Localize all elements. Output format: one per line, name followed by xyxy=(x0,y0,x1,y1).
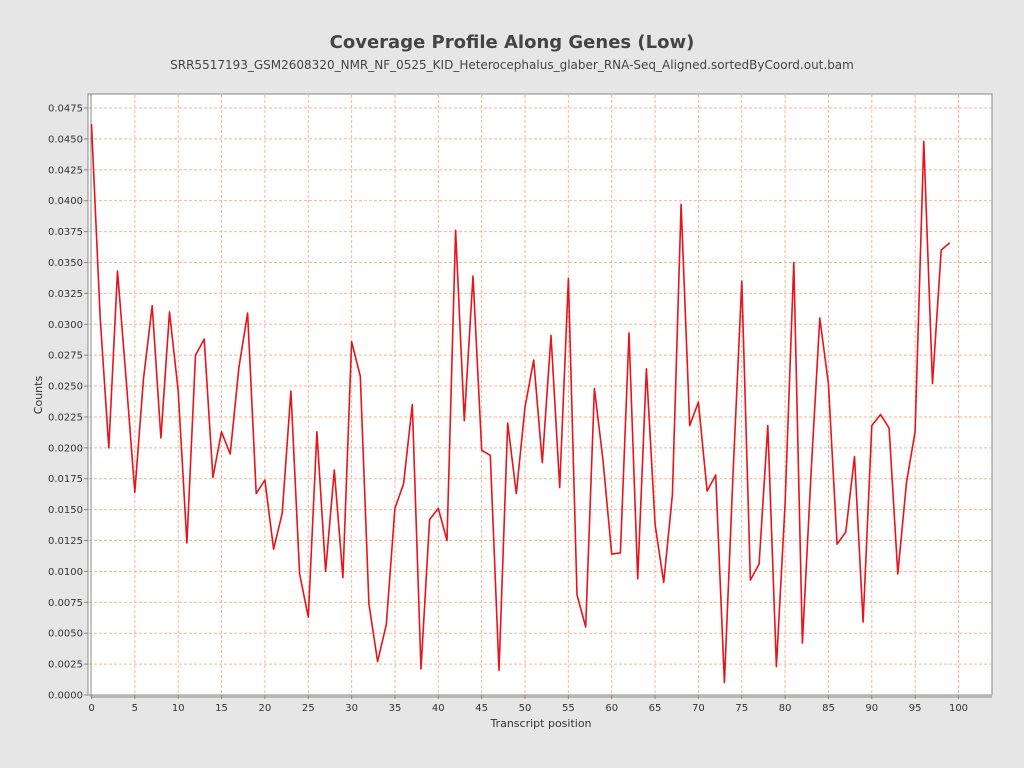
x-axis-label: Transcript position xyxy=(489,717,591,730)
x-tick-label: 0 xyxy=(88,703,94,714)
y-tick-label: 0.0325 xyxy=(48,289,83,300)
y-tick-label: 0.0150 xyxy=(48,505,83,516)
x-tick-label: 30 xyxy=(345,703,358,714)
y-tick-label: 0.0075 xyxy=(48,598,83,609)
chart-title: Coverage Profile Along Genes (Low) xyxy=(330,32,695,53)
x-tick-label: 70 xyxy=(692,703,705,714)
x-tick-label: 75 xyxy=(735,703,748,714)
y-tick-label: 0.0400 xyxy=(48,196,83,207)
plot-area xyxy=(87,93,993,696)
x-tick-label: 80 xyxy=(779,703,792,714)
y-tick-label: 0.0100 xyxy=(48,567,83,578)
grid-lines xyxy=(89,95,991,694)
y-tick-label: 0.0025 xyxy=(48,660,83,671)
y-tick-label: 0.0000 xyxy=(48,691,83,702)
x-tick-label: 25 xyxy=(302,703,315,714)
x-tick-label: 45 xyxy=(475,703,488,714)
y-tick-label: 0.0050 xyxy=(48,629,83,640)
x-tick-label: 10 xyxy=(172,703,185,714)
x-tick-label: 15 xyxy=(215,703,228,714)
x-tick-label: 50 xyxy=(519,703,532,714)
x-tick-label: 85 xyxy=(822,703,835,714)
x-tick-label: 95 xyxy=(909,703,922,714)
y-axis-label: Counts xyxy=(32,376,45,415)
y-tick-label: 0.0350 xyxy=(48,258,83,269)
x-tick-label: 65 xyxy=(649,703,662,714)
y-tick-label: 0.0425 xyxy=(48,165,83,176)
x-tick-label: 55 xyxy=(562,703,575,714)
y-tick-label: 0.0250 xyxy=(48,382,83,393)
y-tick-label: 0.0475 xyxy=(48,104,83,115)
x-tick-label: 20 xyxy=(259,703,272,714)
y-tick-label: 0.0275 xyxy=(48,351,83,362)
x-tick-label: 40 xyxy=(432,703,445,714)
x-tick-label: 5 xyxy=(132,703,138,714)
series-layer xyxy=(90,124,951,684)
x-tick-label: 60 xyxy=(605,703,618,714)
y-tick-label: 0.0300 xyxy=(48,320,83,331)
y-tick-label: 0.0200 xyxy=(48,443,83,454)
y-tick-label: 0.0450 xyxy=(48,134,83,145)
x-tick-label: 90 xyxy=(865,703,878,714)
x-tick-label: 100 xyxy=(949,703,968,714)
coverage-series-line xyxy=(90,124,951,684)
y-tick-label: 0.0225 xyxy=(48,412,83,423)
tick-labels: 0.0000 0.0025 0.0050 0.0075 0.0100 0.0125 0.01… xyxy=(48,104,968,715)
y-tick-label: 0.0175 xyxy=(48,474,83,485)
y-tick-label: 0.0375 xyxy=(48,227,83,238)
axes xyxy=(84,94,992,699)
chart-subtitle: SRR5517193_GSM2608320_NMR_NF_0525_KID_He… xyxy=(170,58,854,72)
x-tick-label: 35 xyxy=(389,703,402,714)
y-tick-label: 0.0125 xyxy=(48,536,83,547)
